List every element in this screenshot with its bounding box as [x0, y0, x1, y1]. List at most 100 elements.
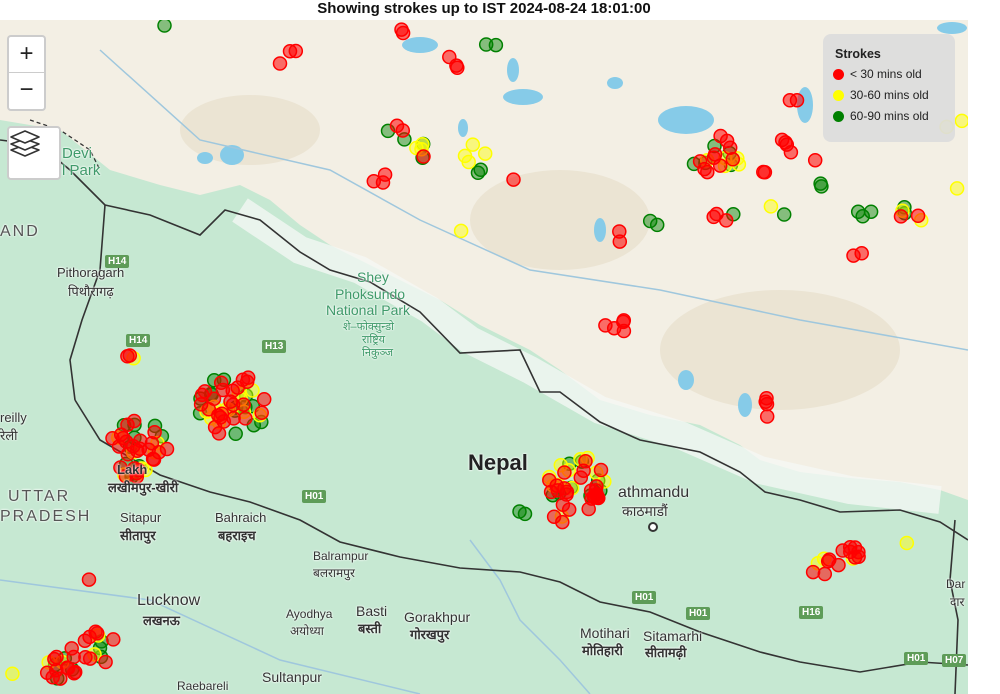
strike-marker-yellow — [453, 223, 469, 239]
strike-marker-red — [377, 167, 393, 182]
strike-marker-red — [395, 25, 411, 41]
road-shield: H16 — [799, 606, 824, 619]
strike-marker-red — [106, 632, 121, 647]
strike-marker-green — [649, 217, 665, 233]
strike-marker-red — [707, 147, 723, 162]
green-dot-icon — [833, 110, 844, 122]
place-label: Basti — [356, 603, 388, 619]
place-label: Dar — [946, 577, 966, 591]
place-label: reilly — [0, 410, 27, 425]
strike-marker-red — [389, 118, 405, 134]
place-label: Sitapur — [120, 510, 162, 525]
country-label: Nepal — [468, 450, 528, 475]
strike-marker-green — [517, 506, 533, 522]
map[interactable]: Devi l Park AND Pithoragarh पिथौरागढ़ Sh… — [0, 20, 968, 694]
legend-label: < 30 mins old — [850, 67, 922, 81]
place-label: सीतामढ़ी — [645, 645, 687, 660]
strike-marker-red — [225, 383, 240, 399]
strike-marker-red — [606, 320, 622, 336]
strike-marker-red — [817, 566, 833, 582]
legend-item: 30-60 mins old — [833, 86, 955, 104]
strike-marker-yellow — [949, 181, 965, 196]
strike-marker-red — [254, 405, 269, 420]
strike-marker-red — [590, 489, 606, 505]
strike-marker-red — [282, 43, 298, 59]
strike-marker-red — [77, 633, 93, 648]
strike-marker-red — [756, 164, 771, 180]
strike-marker-red — [127, 461, 142, 476]
layers-button[interactable] — [7, 126, 61, 180]
legend-title: Strokes — [835, 47, 881, 61]
place-label: Sultanpur — [262, 669, 322, 685]
strike-marker-red — [725, 152, 741, 167]
road-shield: H01 — [632, 591, 657, 604]
region-label: AND — [0, 223, 40, 240]
place-label: National Park — [326, 302, 411, 318]
strike-marker-red — [272, 56, 288, 71]
strike-marker-red — [132, 441, 148, 456]
strike-marker-red — [719, 133, 735, 149]
strike-marker-red — [98, 654, 113, 670]
place-label: शे–फोक्सुन्डो — [343, 321, 394, 333]
legend: Strokes < 30 mins old 30-60 mins old 60-… — [823, 34, 955, 142]
strike-marker-red — [416, 149, 431, 164]
nepal-south-border — [74, 399, 968, 673]
road-shield: H14 — [105, 255, 130, 268]
place-label: काठमाडौं — [622, 503, 668, 519]
strike-marker-red — [893, 209, 909, 224]
strike-marker-red — [831, 557, 846, 573]
strike-marker-red — [842, 540, 858, 555]
strike-marker-red — [559, 487, 574, 502]
strike-marker-green — [642, 213, 658, 229]
strike-marker-red — [194, 387, 210, 403]
legend-item: < 30 mins old — [833, 65, 955, 83]
road-shield: H01 — [302, 490, 327, 503]
strike-marker-red — [89, 625, 105, 641]
road-shield: H13 — [262, 340, 287, 353]
place-label: Raebareli — [177, 679, 229, 693]
strike-marker-red — [39, 665, 55, 681]
strike-marker-red — [47, 651, 62, 667]
strike-marker-red — [239, 374, 255, 389]
strike-marker-red — [612, 224, 627, 239]
strike-marker-red — [593, 462, 609, 478]
zoom-out-button[interactable]: − — [19, 76, 34, 103]
place-label: अयोध्या — [290, 624, 324, 638]
zoom-in-button[interactable]: + — [9, 37, 44, 73]
place-label: सीतापुर — [120, 528, 156, 543]
strike-marker-red — [910, 208, 926, 224]
basemap — [0, 20, 968, 694]
place-label: Balrampur — [313, 549, 369, 563]
place-label: Pithoragarh — [57, 265, 125, 280]
strike-marker-red — [53, 671, 68, 686]
place-label: Shey — [357, 269, 389, 285]
place-label: राष्ट्रिय — [362, 334, 386, 346]
region-label: UTTAR — [8, 488, 71, 505]
road-shield: H14 — [126, 334, 151, 347]
place-label: Devi — [62, 145, 93, 162]
strike-marker-red — [557, 465, 572, 480]
region-label: PRADESH — [0, 508, 92, 525]
layers-icon — [10, 130, 40, 157]
capital-marker — [648, 522, 658, 532]
strike-marker-red — [366, 174, 382, 189]
place-label: Lakh — [117, 462, 148, 477]
strike-marker-red — [692, 154, 708, 169]
strike-marker-red — [581, 501, 596, 517]
strike-marker-red — [805, 564, 821, 580]
place-label: दार — [950, 595, 965, 609]
strike-marker-red — [700, 164, 715, 180]
strike-marker-red — [449, 58, 464, 73]
place-label: लखीमपुर-खीरी — [108, 480, 179, 495]
legend-label: 60-90 mins old — [850, 109, 929, 123]
place-label: Bahraich — [215, 510, 267, 525]
strike-marker-green — [157, 20, 172, 33]
place-label: निकुञ्ज — [362, 347, 394, 359]
strike-marker-green — [863, 204, 879, 219]
strike-marker-red — [59, 660, 75, 675]
place-label: बस्ती — [358, 621, 382, 636]
legend-label: 30-60 mins old — [850, 88, 929, 102]
strike-marker-yellow — [5, 666, 20, 682]
strike-marker-red — [213, 375, 229, 390]
place-label: गोरखपुर — [410, 627, 450, 642]
